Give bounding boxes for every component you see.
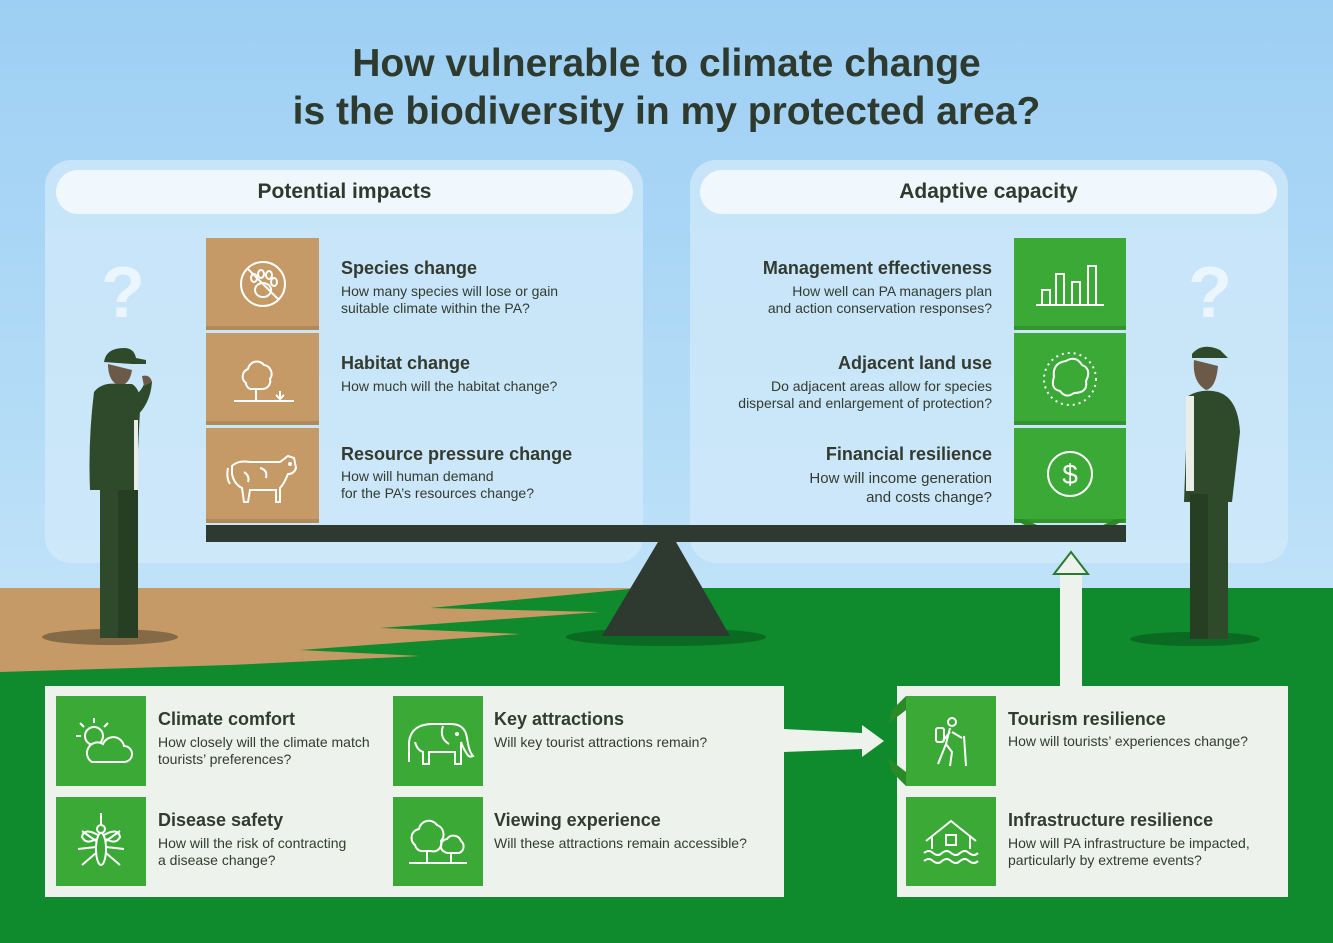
svg-text:$: $ [1062, 459, 1078, 490]
sun-cloud-icon [76, 718, 133, 763]
species-change-title: Species change [341, 258, 478, 278]
adjacent-land-box [1014, 333, 1126, 425]
infrastructure-line-2: particularly by extreme events? [1008, 852, 1202, 868]
hiker-icon [935, 717, 967, 767]
financial-box: $ [1014, 428, 1126, 523]
resource-pressure-line-2: for the PA’s resources change? [341, 485, 534, 501]
page-title: How vulnerable to climate change is the … [0, 40, 1333, 136]
habitat-change-box [206, 333, 319, 425]
key-attractions-tile [393, 696, 483, 786]
resource-pressure-desc: How will human demand for the PA’s resou… [341, 468, 534, 502]
management-line-1: How well can PA managers plan [792, 283, 992, 299]
tourism-resilience-tile [906, 696, 996, 786]
management-line-2: and action conservation responses? [767, 300, 992, 316]
infrastructure-resilience-tile [906, 797, 996, 886]
tourism-resilience-title: Tourism resilience [1008, 709, 1166, 729]
mosquito-icon [77, 813, 125, 866]
climate-comfort-title: Climate comfort [158, 709, 296, 729]
habitat-change-desc: How much will the habitat change? [341, 378, 558, 394]
bar-chart-icon [1036, 265, 1104, 306]
species-change-box [206, 238, 319, 330]
climate-comfort-line-2: tourists’ preferences? [158, 751, 292, 767]
adjacent-land-line-2: dispersal and enlargement of protection? [738, 395, 992, 411]
disease-safety-desc: How will the risk of contracting a disea… [158, 835, 346, 869]
adaptive-capacity-heading: Adaptive capacity [700, 170, 1277, 214]
financial-title: Financial resilience [825, 444, 992, 464]
scale-fulcrum [602, 542, 730, 636]
title-line-1: How vulnerable to climate change [352, 42, 981, 85]
resource-pressure-title: Resource pressure change [341, 444, 573, 464]
boundary-circle-icon [1043, 352, 1097, 406]
climate-comfort-line-1: How closely will the climate match [158, 734, 370, 750]
management-desc: How well can PA managers plan and action… [640, 283, 992, 317]
disease-safety-title: Disease safety [158, 810, 284, 830]
disease-safety-line-2: a disease change? [158, 852, 276, 868]
key-attractions-desc: Will key tourist attractions remain? [494, 734, 708, 750]
tile-side-tabs [888, 696, 906, 786]
management-title: Management effectiveness [762, 258, 992, 278]
key-attractions-title: Key attractions [494, 709, 625, 729]
species-change-line-1: How many species will lose or gain [341, 283, 559, 299]
ranger-right-figure [1184, 346, 1240, 639]
viewing-experience-title: Viewing experience [494, 810, 661, 830]
climate-comfort-tile [56, 696, 146, 786]
flooded-house-icon [923, 819, 979, 864]
adjacent-land-title: Adjacent land use [837, 353, 992, 373]
right-arrow [784, 725, 884, 757]
infrastructure-line-1: How will PA infrastructure be impacted, [1008, 835, 1250, 851]
financial-desc: How will income generation and costs cha… [640, 469, 992, 507]
management-box [1014, 238, 1126, 330]
adjacent-land-line-1: Do adjacent areas allow for species [770, 378, 992, 394]
resource-pressure-box [206, 428, 319, 523]
question-mark-right: ? [1188, 253, 1232, 333]
viewing-experience-desc: Will these attractions remain accessible… [494, 835, 747, 851]
scale-beam [206, 525, 1126, 542]
title-line-2: is the biodiversity in my protected area… [292, 90, 1041, 133]
adjacent-land-desc: Do adjacent areas allow for species disp… [640, 378, 992, 412]
disease-safety-tile [56, 797, 146, 886]
infrastructure-resilience-title: Infrastructure resilience [1008, 810, 1214, 830]
financial-line-2: and costs change? [866, 489, 992, 506]
resource-pressure-line-1: How will human demand [341, 468, 494, 484]
species-change-desc: How many species will lose or gain suita… [341, 283, 558, 317]
up-arrow-head [1051, 550, 1091, 575]
dollar-icon: $ [1047, 451, 1093, 497]
up-arrow-shaft [1060, 572, 1082, 686]
viewing-experience-tile [393, 797, 483, 886]
question-mark-left: ? [101, 253, 145, 333]
climate-comfort-desc: How closely will the climate match touri… [158, 734, 370, 768]
ranger-left-figure [89, 348, 152, 638]
infrastructure-resilience-desc: How will PA infrastructure be impacted, … [1008, 835, 1250, 869]
species-change-line-2: suitable climate within the PA? [341, 300, 530, 316]
cow-icon [226, 454, 298, 503]
financial-line-1: How will income generation [809, 470, 992, 487]
tourism-resilience-desc: How will tourists’ experiences change? [1008, 733, 1248, 749]
habitat-change-title: Habitat change [341, 353, 471, 373]
paw-prohibited-icon [240, 261, 286, 307]
trees-icon [409, 819, 467, 864]
tree-icon [234, 360, 294, 402]
potential-impacts-heading: Potential impacts [56, 170, 633, 214]
disease-safety-line-1: How will the risk of contracting [158, 835, 347, 851]
elephant-icon [408, 723, 475, 765]
